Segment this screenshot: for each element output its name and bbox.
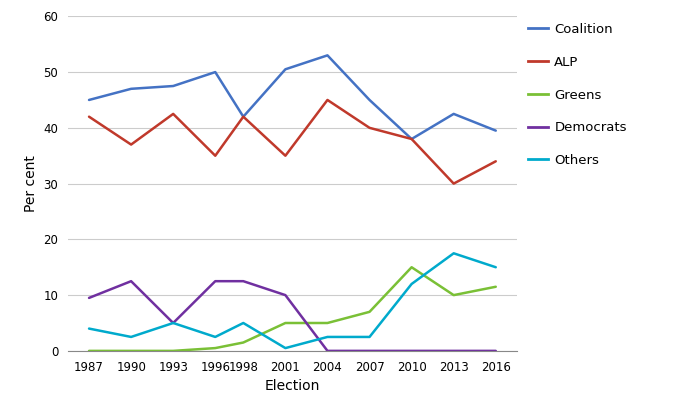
Legend: Coalition, ALP, Greens, Democrats, Others: Coalition, ALP, Greens, Democrats, Other…	[528, 23, 627, 167]
Y-axis label: Per cent: Per cent	[24, 155, 38, 212]
X-axis label: Election: Election	[265, 379, 320, 393]
